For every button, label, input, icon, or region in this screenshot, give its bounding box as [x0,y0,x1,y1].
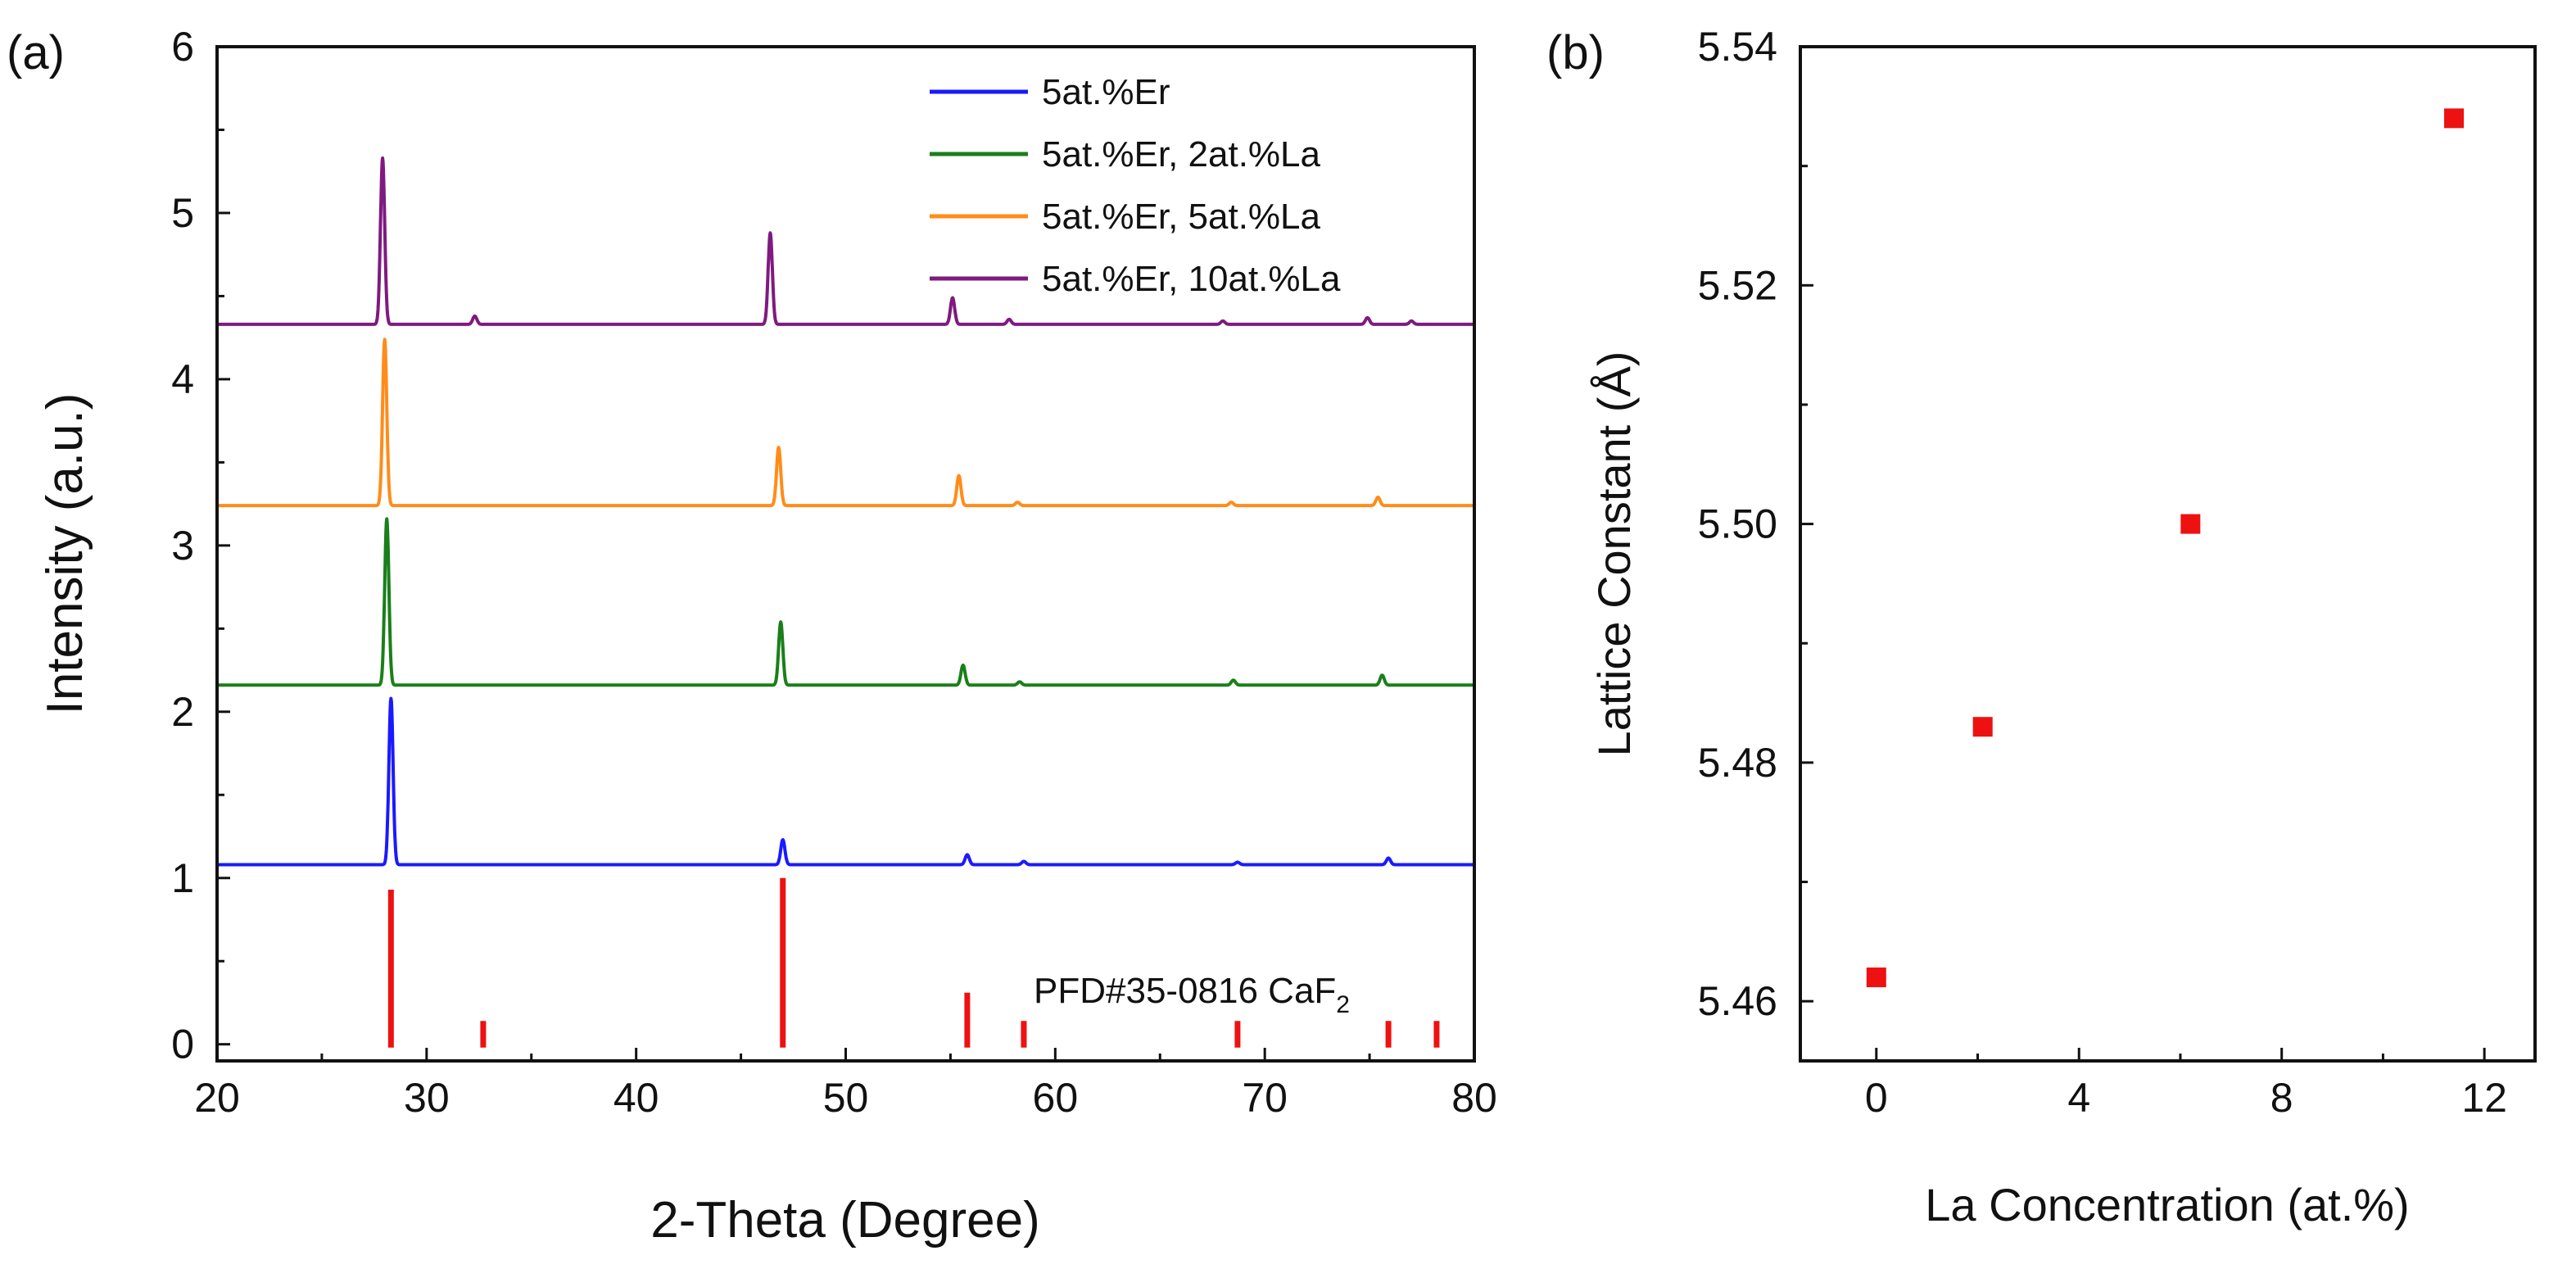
xrd-series-line [215,338,1476,508]
panel-a-x-tick-label: 20 [194,1075,240,1121]
panel-a-label: (a) [7,26,65,79]
panel-b-y-tick-label: 5.46 [1698,978,1777,1024]
panel-a-x-tick-label: 70 [1242,1075,1288,1121]
xrd-series-line [215,517,1476,687]
lattice-data-point [2444,108,2465,129]
panel-b-x-tick-label: 0 [1865,1075,1888,1121]
panel-b-frame [1799,45,2537,1063]
panel-a-ticks: 20 30 40 50 60 70 80 0 1 2 3 4 5 6 [171,24,1497,1121]
reference-label: PFD#35-0816 CaF2 [1034,971,1350,1018]
panel-b-plot-area [1866,108,2465,988]
panel-b-x-tick-label: 4 [2067,1075,2090,1121]
panel-a-x-tick-label: 60 [1033,1075,1079,1121]
panel-a-y-tick-label: 6 [171,24,194,70]
panel-a-y-tick-label: 0 [171,1022,194,1067]
panel-a-y-tick-label: 3 [171,523,194,569]
panel-b-y-tick-label: 5.50 [1698,501,1777,547]
legend-label: 5at.%Er, 2at.%La [1042,134,1321,174]
panel-b-x-tick-label: 12 [2461,1075,2507,1121]
xrd-series-line [215,696,1476,867]
reference-label-subscript: 2 [1336,991,1350,1018]
panel-a-x-tick-label: 80 [1451,1075,1497,1121]
legend-label: 5at.%Er, 10at.%La [1042,259,1341,299]
panel-b-x-axis-title: La Concentration (at.%) [1925,1179,2409,1230]
xrd-series-line [215,156,1476,326]
panel-a-y-tick-label: 2 [171,689,194,735]
panel-a-x-axis-title: 2-Theta (Degree) [650,1192,1040,1248]
panel-b-label: (b) [1546,26,1605,79]
panel-a-x-tick-label: 40 [613,1075,659,1121]
panel-b-lattice-chart: (b) 0 4 8 12 5.46 5.48 5.50 5.52 5.54 La Concent… [1546,24,2537,1230]
panel-a-y-tick-label: 4 [171,356,194,402]
panel-a-xrd-chart: (a) 20 30 40 50 60 70 80 0 1 2 3 4 5 6 2-Theta (Degre… [7,24,1497,1248]
panel-a-y-tick-label: 5 [171,190,194,236]
panel-a-legend: 5at.%Er 5at.%Er, 2at.%La 5at.%Er, 5at.%La 5… [930,72,1341,299]
panel-a-y-tick-label: 1 [171,855,194,901]
panel-b-x-tick-label: 8 [2270,1075,2293,1121]
panel-b-y-tick-label: 5.54 [1698,24,1777,70]
panel-b-y-axis-title: Lattice Constant (Å) [1588,351,1640,757]
panel-a-plot-area [215,156,1476,1048]
reference-label-main: PFD#35-0816 CaF [1034,971,1336,1011]
panel-b-y-tick-label: 5.48 [1698,740,1777,786]
lattice-data-point [1866,968,1886,988]
lattice-data-point [1972,717,1993,737]
legend-label: 5at.%Er [1042,72,1170,112]
panel-a-x-tick-label: 30 [404,1075,450,1121]
panel-a-x-tick-label: 50 [823,1075,869,1121]
legend-label: 5at.%Er, 5at.%La [1042,197,1321,237]
panel-b-y-tick-label: 5.52 [1698,262,1777,308]
lattice-data-point [2180,514,2201,534]
panel-a-y-axis-title: Intensity (a.u.) [37,393,93,715]
panel-b-ticks: 0 4 8 12 5.46 5.48 5.50 5.52 5.54 [1698,24,2507,1121]
